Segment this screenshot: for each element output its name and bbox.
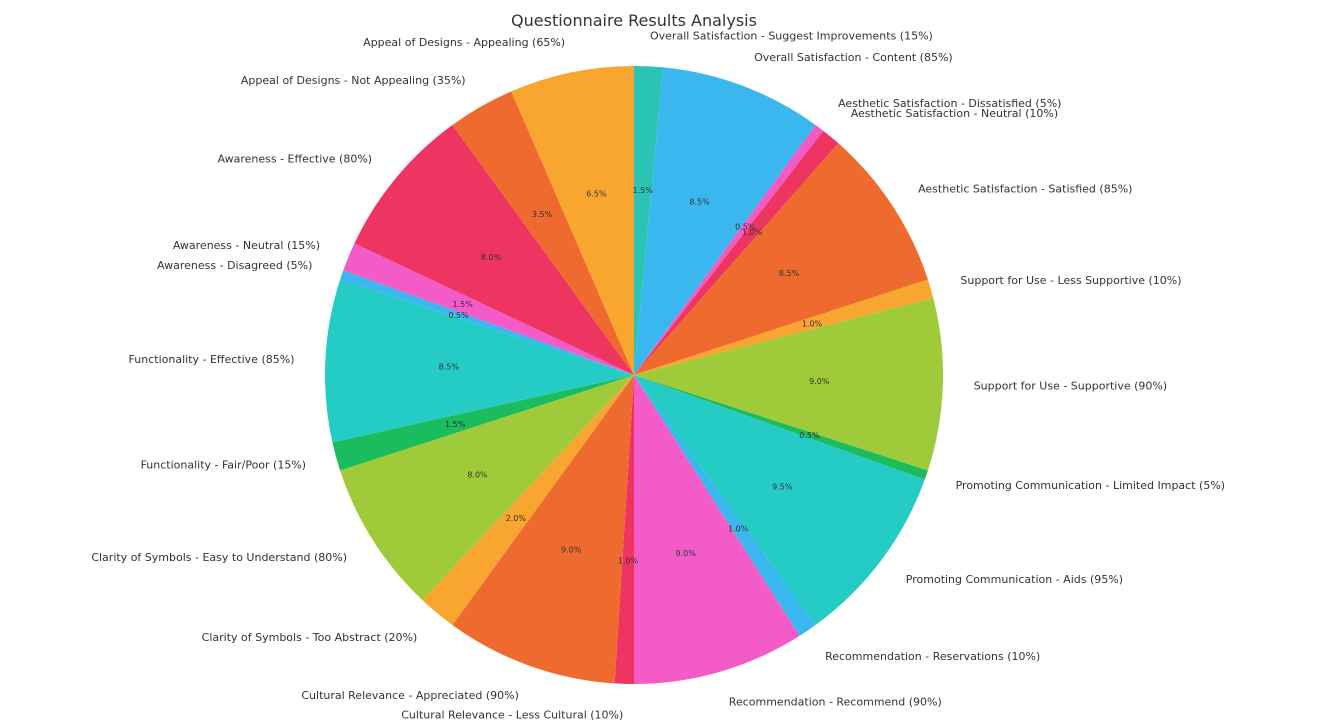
slice-percent-label: 2.0% <box>506 514 527 523</box>
pie-slice <box>634 66 664 375</box>
pie-slice <box>324 279 634 443</box>
slice-category-label: Functionality - Effective (85%) <box>129 353 295 366</box>
slice-category-label: Recommendation - Recommend (90%) <box>729 695 942 708</box>
slice-category-label: Promoting Communication - Limited Impact… <box>956 479 1225 492</box>
slice-percent-label: 6.5% <box>586 190 607 199</box>
slice-percent-label: 0.5% <box>799 431 820 440</box>
pie-slice <box>634 375 816 636</box>
pie-slice <box>422 375 634 625</box>
pie-slice <box>634 279 934 375</box>
slice-category-label: Clarity of Symbols - Easy to Understand … <box>91 551 347 564</box>
pie-slice <box>634 125 824 375</box>
pie-slice <box>452 91 634 375</box>
slice-percent-label: 1.0% <box>618 556 639 565</box>
pie-slice <box>634 143 928 375</box>
slice-percent-label: 1.0% <box>742 228 763 237</box>
slice-category-label: Cultural Relevance - Appreciated (90%) <box>301 689 519 702</box>
pie-slice <box>354 125 634 375</box>
slice-category-label: Aesthetic Satisfaction - Neutral (10%) <box>851 107 1058 120</box>
slice-category-label: Functionality - Fair/Poor (15%) <box>141 459 307 472</box>
slice-category-label: Clarity of Symbols - Too Abstract (20%) <box>202 631 418 644</box>
pie-slice <box>343 243 634 375</box>
slice-category-label: Promoting Communication - Aids (95%) <box>906 573 1123 586</box>
slice-percent-label: 9.5% <box>772 482 793 491</box>
pie-slice <box>340 375 634 601</box>
slice-percent-label: 1.5% <box>633 186 654 195</box>
slice-category-label: Support for Use - Supportive (90%) <box>974 380 1167 393</box>
slice-category-label: Awareness - Effective (80%) <box>218 152 373 165</box>
slice-category-label: Overall Satisfaction - Suggest Improveme… <box>650 30 933 43</box>
slice-percent-label: 1.5% <box>453 300 474 309</box>
slice-category-label: Awareness - Disagreed (5%) <box>157 259 312 272</box>
slice-category-label: Cultural Relevance - Less Cultural (10%) <box>401 709 623 722</box>
slice-percent-label: 8.5% <box>779 269 800 278</box>
pie-slice <box>634 375 925 625</box>
pie-slice <box>340 270 634 375</box>
slice-category-label: Aesthetic Satisfaction - Dissatisfied (5… <box>838 97 1061 110</box>
pie-slice <box>634 298 944 471</box>
slice-percent-label: 9.0% <box>809 377 830 386</box>
slice-category-label: Appeal of Designs - Not Appealing (35%) <box>241 74 466 87</box>
slice-percent-label: 0.5% <box>735 223 756 232</box>
slice-category-label: Support for Use - Less Supportive (10%) <box>960 274 1181 287</box>
slice-category-label: Overall Satisfaction - Content (85%) <box>754 51 953 64</box>
slice-percent-label: 9.0% <box>561 545 582 554</box>
chart-title: Questionnaire Results Analysis <box>511 11 757 30</box>
pie-slice <box>634 67 816 376</box>
slice-percent-label: 8.5% <box>689 198 710 207</box>
slice-percent-label: 8.0% <box>481 253 502 262</box>
pie-slice <box>332 375 634 471</box>
slice-labels: Overall Satisfaction - Suggest Improveme… <box>91 30 1225 722</box>
slice-percent-label: 1.5% <box>445 420 466 429</box>
slice-percent-label: 9.0% <box>676 549 697 558</box>
slice-percent-label: 1.0% <box>728 524 749 533</box>
slice-percent-label: 8.0% <box>467 470 488 479</box>
slice-percent-label: 3.5% <box>532 210 553 219</box>
pie-slice <box>511 65 634 375</box>
slice-category-label: Awareness - Neutral (15%) <box>173 239 320 252</box>
pie-slice <box>614 375 634 684</box>
pie-slice <box>452 375 634 684</box>
pie-slices <box>324 65 944 684</box>
slice-category-label: Recommendation - Reservations (10%) <box>825 650 1040 663</box>
slice-percent-label: 8.5% <box>439 362 460 371</box>
slice-percent-label: 0.5% <box>448 311 469 320</box>
pie-slice <box>634 130 839 375</box>
slice-percent-label: 1.0% <box>802 319 823 328</box>
slice-category-label: Aesthetic Satisfaction - Satisfied (85%) <box>918 182 1132 195</box>
pie-slice <box>634 375 800 684</box>
percent-labels: 1.5%8.5%0.5%1.0%8.5%1.0%9.0%0.5%9.5%1.0%… <box>439 186 830 565</box>
slice-category-label: Appeal of Designs - Appealing (65%) <box>363 36 565 49</box>
pie-slice <box>634 375 928 480</box>
